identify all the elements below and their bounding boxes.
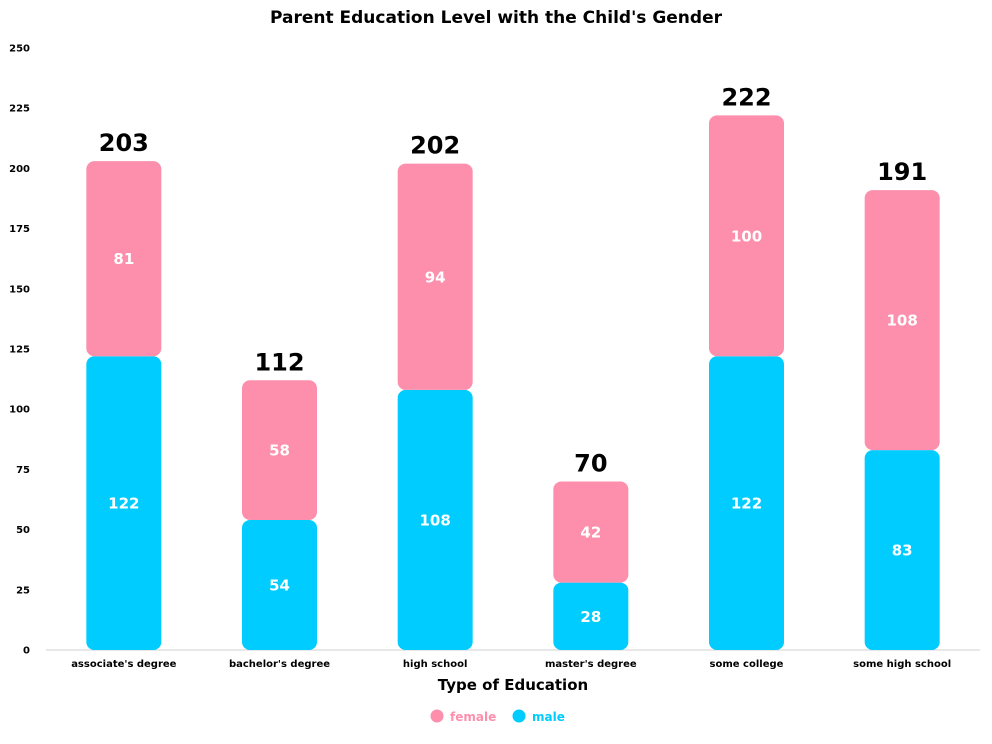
bar-male (553, 582, 629, 650)
y-tick-label: 225 (9, 104, 30, 115)
bar-value-label-female: 42 (580, 524, 601, 542)
x-tick-label: some high school (853, 659, 951, 670)
y-tick-label: 0 (23, 646, 30, 657)
legend-marker (512, 709, 526, 723)
bar-value-label-male: 83 (892, 542, 913, 560)
x-tick-label: high school (403, 659, 467, 670)
y-tick-label: 50 (16, 525, 30, 536)
bar-value-label-female: 100 (731, 227, 762, 245)
bar-value-label-female: 81 (113, 250, 134, 268)
bar-total-label: 203 (99, 129, 149, 157)
bar-male (86, 356, 162, 650)
y-tick-label: 125 (9, 345, 30, 356)
x-tick-label: bachelor's degree (229, 659, 330, 670)
legend-item-male[interactable]: male (512, 709, 565, 725)
bar-value-label-male: 108 (420, 511, 451, 529)
bar-female (242, 380, 317, 520)
bar-total-label: 222 (721, 83, 771, 111)
x-axis: associate's degree bachelor's degree high … (71, 659, 951, 670)
bar-male (709, 356, 784, 650)
x-axis-title: Type of Education (438, 676, 588, 694)
legend-marker (430, 709, 444, 723)
bar-value-label-male: 54 (269, 576, 290, 594)
chart-title: Parent Education Level with the Child's … (270, 8, 723, 28)
bar-male (242, 519, 317, 650)
bar-total-label: 202 (410, 132, 460, 160)
bar-total-label: 70 (574, 449, 607, 477)
y-axis: 0 25 50 75 100 125 150 175 200 225 250 (9, 44, 30, 657)
x-tick-label: master's degree (545, 659, 637, 670)
bars: 122 81 203 54 58 112 108 94 202 28 42 70 122 100 222 83… (86, 83, 940, 650)
bar-value-label-male: 28 (580, 608, 601, 626)
bar-value-label-female: 58 (269, 442, 290, 460)
y-tick-label: 250 (9, 44, 30, 55)
bar-value-label-male: 122 (731, 495, 762, 513)
y-tick-label: 25 (16, 585, 30, 596)
bar-value-label-female: 94 (425, 268, 446, 286)
y-tick-label: 175 (9, 224, 30, 235)
bar-value-label-female: 108 (887, 312, 918, 330)
bar-female (709, 115, 784, 357)
bar-value-label-male: 122 (108, 495, 139, 513)
bar-total-label: 191 (877, 158, 927, 186)
legend-label: male (532, 710, 565, 724)
bar-female (86, 161, 162, 357)
y-tick-label: 150 (9, 284, 30, 295)
y-tick-label: 75 (16, 465, 30, 476)
legend-item-female[interactable]: female (430, 709, 497, 725)
bar-male (397, 389, 473, 650)
y-tick-label: 100 (9, 405, 30, 416)
legend: female male (430, 709, 565, 725)
x-tick-label: associate's degree (71, 659, 176, 670)
bar-female (864, 190, 940, 451)
x-tick-label: some college (710, 659, 784, 670)
bar-female (553, 481, 629, 583)
legend-label: female (450, 710, 496, 724)
bar-male (864, 450, 940, 650)
bar-female (397, 163, 473, 390)
bar-total-label: 112 (254, 348, 304, 376)
y-tick-label: 200 (9, 164, 30, 175)
